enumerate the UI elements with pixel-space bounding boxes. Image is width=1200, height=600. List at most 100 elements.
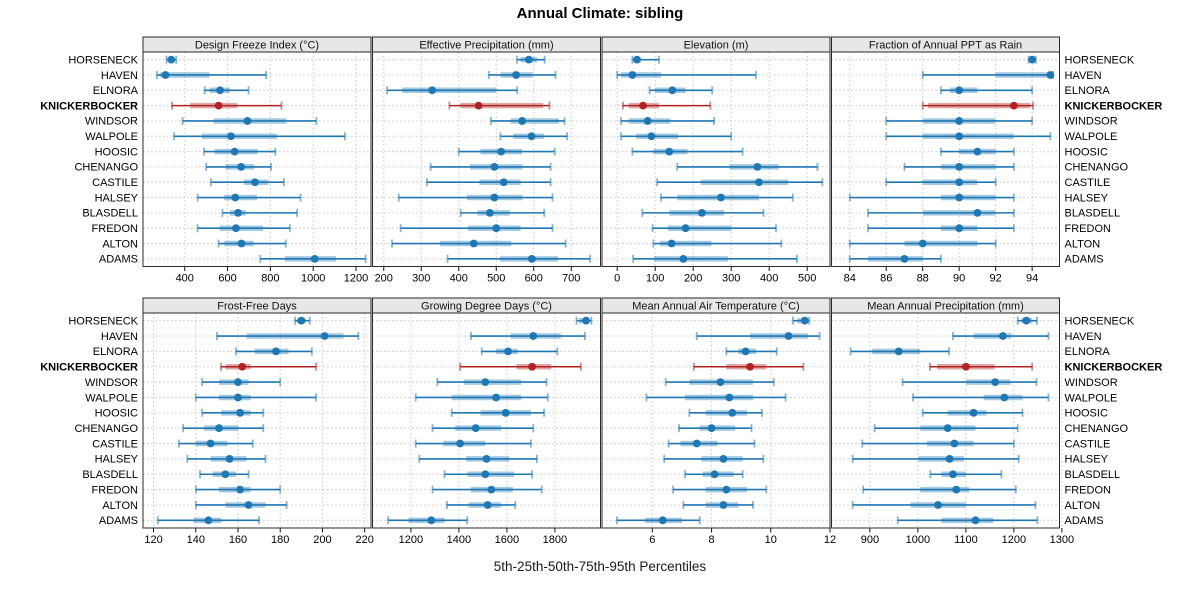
percentile-row-blasdell [199,470,250,479]
site-label-left-halsey: HALSEY [95,454,139,466]
axis-tick-label: 1000 [301,273,325,285]
panel-mean-annual-precipitation-mm: 900 1000 1100 1200 1300 Mean Annual Precipita… [831,297,1074,546]
percentile-row-horseneck [165,55,178,64]
site-label-right-hoosic: HOOSIC [1065,408,1108,420]
percentile-row-elnora [849,347,950,356]
axis-tick-label: 180 [271,534,289,546]
median-dot [481,470,490,479]
panel-title: Growing Degree Days (°C) [421,301,552,313]
percentile-row-blasdell [443,470,533,479]
axis-tick-label: 900 [861,534,879,546]
percentile-row-hoosic [203,147,277,156]
site-label-left-knickerbocker: KNICKERBOCKER [40,362,138,374]
percentile-row-walpole [414,393,549,402]
median-dot [216,86,224,95]
site-label-right-windsor: WINDSOR [1065,377,1118,389]
percentile-row-alton [652,239,783,248]
median-dot [1000,393,1009,402]
percentile-row-halsey [186,454,267,463]
percentile-row-fredon [867,224,1015,233]
median-dot [527,132,536,141]
percentile-row-alton [848,239,997,248]
axis-tick-label: 8 [708,534,714,546]
median-dot [667,239,676,248]
percentile-row-haven [952,332,1050,341]
median-dot [497,147,506,156]
percentile-row-horseneck [515,55,546,64]
axis-tick-label: 100 [646,273,664,285]
panel-background [372,313,601,528]
median-dot [955,132,964,141]
axis-tick-label: 120 [144,534,162,546]
percentile-row-fredon [194,485,282,494]
percentile-row-windsor [436,378,548,387]
median-dot [230,147,239,156]
median-dot [668,86,677,95]
median-dot [320,332,329,340]
median-dot [1046,71,1055,79]
percentile-row-windsor [490,116,566,125]
median-dot [492,393,500,402]
axis-tick-label: 200 [684,273,702,285]
panel-effective-precipitation-mm: 200 300 400 500 600 700 Effective Precipitatio… [372,36,601,285]
percentile-row-adams [156,516,261,525]
panel-background [143,52,371,267]
axis-tick-label: 200 [313,534,331,546]
site-label-right-horseneck: HORSENECK [1065,54,1135,66]
percentile-row-elnora [725,347,778,356]
percentile-row-blasdell [641,208,765,217]
percentile-row-chenango [678,424,753,433]
median-dot [234,378,242,387]
percentile-row-hoosic [201,408,265,417]
median-dot [161,71,170,79]
median-dot [943,424,952,433]
percentile-row-alton [851,500,1037,509]
median-dot [722,485,731,494]
percentile-row-knickerbocker [929,362,1034,371]
median-dot [310,254,319,263]
site-label-left-haven: HAVEN [101,70,138,82]
percentile-row-castile [656,178,824,187]
percentile-row-elnora [480,347,559,356]
median-dot [716,378,725,387]
percentile-row-hoosic [450,408,545,417]
percentile-row-windsor [664,378,775,387]
panel-title: Mean Annual Air Temperature (°C) [632,301,799,313]
axis-tick-label: 500 [487,273,505,285]
percentile-row-castile [414,439,532,448]
median-dot [1028,55,1037,64]
axis-tick-label: 0 [614,273,620,285]
panel-title: Mean Annual Precipitation (mm) [867,301,1024,313]
median-dot [524,55,533,64]
percentile-row-windsor [201,378,282,387]
percentile-row-windsor [885,116,1034,125]
panel-title: Fraction of Annual PPT as Rain [869,40,1022,52]
percentile-row-haven [215,332,360,341]
panel-elevation-m: 0 100 200 300 400 500 Elevation (m) [601,36,831,285]
site-label-right-adams: ADAMS [1065,515,1104,527]
axis-tick-label: 300 [722,273,740,285]
axis-tick-label: 1200 [1002,534,1026,546]
median-dot [719,454,728,463]
axis-tick-label: 400 [450,273,468,285]
axis-tick-label: 10 [765,534,777,546]
percentile-row-chenango [676,162,819,171]
percentile-row-horseneck [792,316,811,325]
percentile-row-hoosic [688,408,763,417]
median-dot [962,362,970,371]
axis-tick-label: 400 [760,273,778,285]
median-dot [950,439,959,448]
percentile-row-chenango [205,162,272,171]
percentile-row-castile [177,439,254,448]
median-dot [952,485,961,494]
site-label-left-fredon: FREDON [92,223,139,235]
median-dot [214,101,223,110]
median-dot [206,439,215,448]
site-label-right-hoosic: HOOSIC [1065,146,1108,158]
median-dot [237,163,245,171]
median-dot [499,178,508,187]
median-dot [236,408,245,417]
percentile-row-castile [209,178,285,187]
axis-tick-label: 600 [218,273,236,285]
